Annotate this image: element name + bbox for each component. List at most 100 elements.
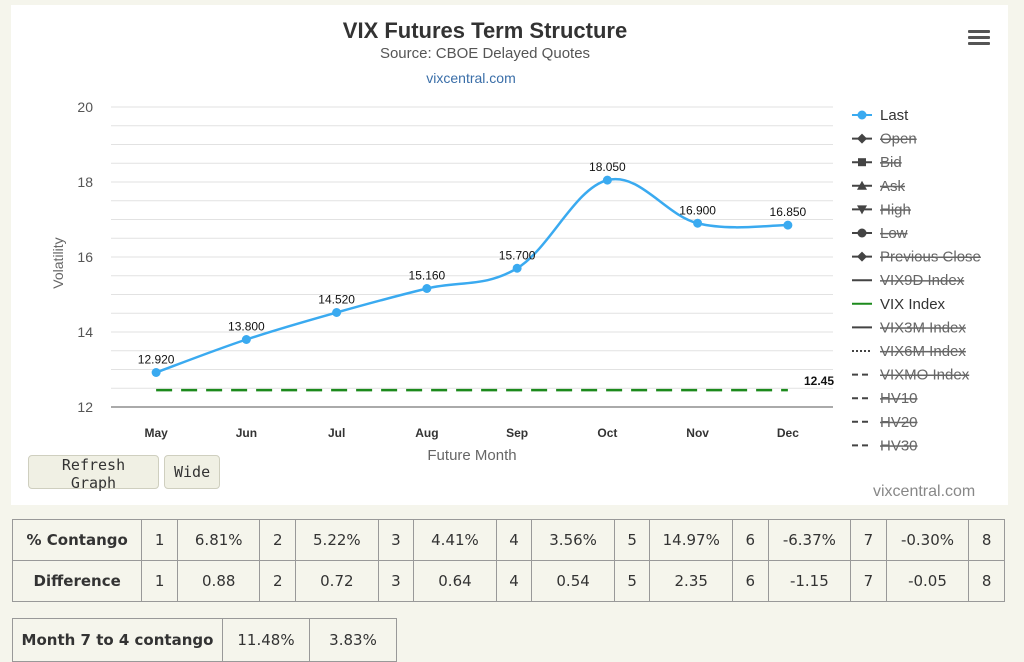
axes: 20 18 16 14 12 May Jun Jul Aug Sep Oct Nov Dec	[77, 99, 833, 440]
month-index: 8	[968, 519, 1005, 561]
legend-label: VIXMO Index	[880, 367, 970, 384]
x-tick-label: Jul	[328, 426, 345, 440]
difference-value: -0.05	[885, 560, 970, 602]
contango-value: 3.56%	[531, 519, 615, 561]
watermark: vixcentral.com	[873, 483, 976, 500]
legend-label: Previous Close	[880, 249, 981, 266]
y-tick-label: 20	[77, 99, 93, 115]
legend-label: VIX3M Index	[880, 319, 966, 336]
month-index: 3	[377, 560, 415, 602]
legend-item[interactable]: Open	[852, 131, 917, 148]
last-data-label: 14.520	[318, 293, 355, 307]
row-label: Difference	[11, 560, 143, 602]
chart-subtitle: Source: CBOE Delayed Quotes	[380, 45, 590, 62]
month-index: 6	[731, 519, 769, 561]
legend-marker	[857, 228, 867, 238]
month-index: 3	[377, 519, 415, 561]
legend-item[interactable]: VIX3M Index	[852, 319, 966, 336]
legend-item[interactable]: Bid	[852, 154, 902, 171]
legend-item[interactable]: Low	[852, 225, 908, 242]
y-tick-label: 18	[77, 174, 93, 190]
x-tick-label: Dec	[777, 426, 799, 440]
month-index: 4	[495, 519, 533, 561]
chart-legend[interactable]: Last Open Bid Ask High Low Previous Close VIX9D…	[852, 107, 981, 454]
month-index: 7	[850, 560, 887, 602]
chart-title: VIX Futures Term Structure	[343, 18, 627, 43]
vix-index-value-label: 12.45	[804, 374, 834, 388]
contango-value: -0.30%	[885, 519, 970, 561]
legend-item[interactable]: Previous Close	[852, 249, 981, 266]
last-data-point	[422, 284, 432, 293]
month-index: 5	[613, 560, 651, 602]
y-axis-label: Volatility	[50, 237, 66, 288]
last-data-point	[332, 308, 342, 317]
last-data-label: 12.920	[138, 353, 175, 367]
x-tick-label: May	[144, 426, 168, 440]
legend-item[interactable]: VIX Index	[852, 296, 946, 313]
last-data-label: 13.800	[228, 320, 265, 334]
credit-link[interactable]: vixcentral.com	[426, 70, 515, 86]
last-data-point	[241, 335, 251, 344]
legend-label: VIX6M Index	[880, 343, 966, 360]
legend-item[interactable]: VIXMO Index	[852, 367, 970, 384]
last-data-label: 15.160	[409, 269, 446, 283]
contango-value: 14.97%	[649, 519, 733, 561]
legend-label: Bid	[880, 154, 902, 171]
contango-value: 6.81%	[176, 519, 261, 561]
legend-item[interactable]: HV20	[852, 414, 918, 431]
legend-item[interactable]: HV30	[852, 437, 918, 454]
month-index: 8	[968, 560, 1005, 602]
contango-table: % Contango 1 6.81% 2 5.22% 3 4.41% 4 3.5…	[11, 519, 1005, 602]
refresh-graph-button[interactable]: Refresh Graph	[28, 455, 159, 492]
legend-item[interactable]: Ask	[852, 178, 906, 195]
legend-label: Ask	[880, 178, 906, 195]
chart-panel: VIX Futures Term Structure Source: CBOE …	[11, 5, 1008, 505]
legend-label: VIX9D Index	[880, 272, 965, 289]
legend-item[interactable]: VIX9D Index	[852, 272, 965, 289]
difference-value: 0.88	[176, 560, 261, 602]
legend-label: Last	[880, 107, 909, 124]
legend-marker	[857, 205, 867, 215]
month-contango-value: 11.48%	[222, 618, 310, 662]
contango-value: -6.37%	[767, 519, 852, 561]
last-data-label: 15.700	[499, 248, 536, 262]
legend-item[interactable]: High	[852, 201, 911, 218]
month-contango-table: Month 7 to 4 contango 11.48% 3.83%	[12, 618, 397, 662]
month-contango-row: Month 7 to 4 contango 11.48% 3.83%	[12, 618, 397, 662]
legend-item[interactable]: VIX6M Index	[852, 343, 966, 360]
legend-label: HV10	[880, 390, 918, 407]
legend-label: VIX Index	[880, 296, 946, 313]
difference-value: 0.72	[295, 560, 379, 602]
last-data-label: 16.900	[679, 203, 716, 217]
y-tick-label: 12	[77, 399, 93, 415]
legend-item[interactable]: HV10	[852, 390, 918, 407]
grid-lines	[111, 106, 833, 408]
legend-item[interactable]: Last	[852, 107, 909, 124]
difference-row: Difference 1 0.88 2 0.72 3 0.64 4 0.54 5…	[11, 560, 1005, 602]
x-tick-label: Oct	[597, 426, 617, 440]
month-index: 6	[731, 560, 769, 602]
contango-value: 5.22%	[295, 519, 379, 561]
month-index: 2	[259, 519, 297, 561]
x-axis-label: Future Month	[427, 447, 516, 464]
last-data-point	[512, 263, 522, 273]
legend-label: Low	[880, 225, 908, 242]
vix-term-structure-chart: VIX Futures Term Structure Source: CBOE …	[50, 18, 981, 464]
legend-label: HV30	[880, 437, 918, 454]
x-tick-label: Aug	[415, 426, 438, 440]
month-index: 4	[495, 560, 533, 602]
legend-label: High	[880, 201, 911, 218]
x-tick-label: Sep	[506, 426, 528, 440]
difference-value: 2.35	[649, 560, 733, 602]
month-index: 7	[850, 519, 887, 561]
contango-value: 4.41%	[413, 519, 497, 561]
last-data-point	[693, 218, 703, 228]
y-tick-label: 16	[77, 249, 93, 265]
month-index: 1	[141, 519, 178, 561]
wide-button[interactable]: Wide	[164, 455, 220, 489]
menu-icon[interactable]	[966, 27, 992, 49]
month-contango-value: 3.83%	[309, 618, 397, 662]
last-data-label: 16.850	[770, 205, 807, 219]
contango-row: % Contango 1 6.81% 2 5.22% 3 4.41% 4 3.5…	[11, 519, 1005, 561]
legend-label: Open	[880, 131, 917, 148]
